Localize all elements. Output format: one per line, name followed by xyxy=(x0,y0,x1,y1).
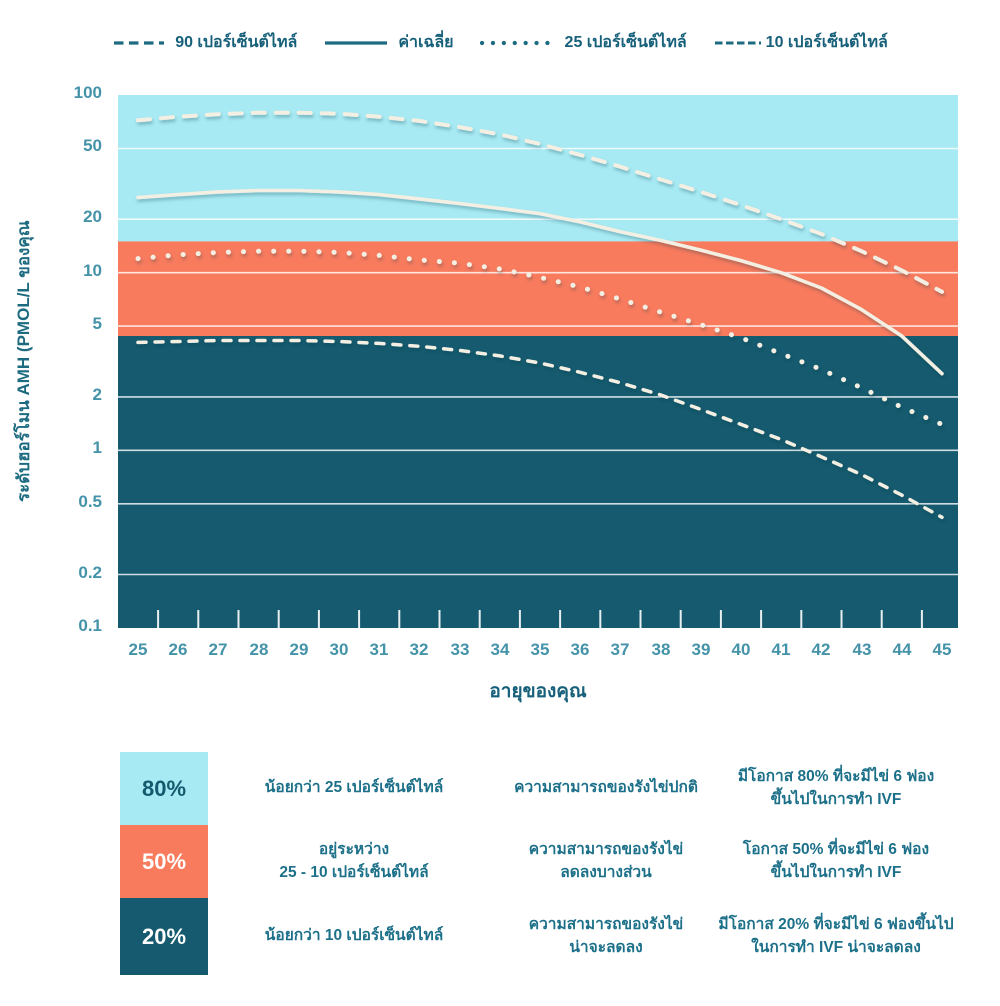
percentile-info-table: 80% น้อยกว่า 25 เปอร์เซ็นต์ไทล์ ความสามารถ… xyxy=(120,752,960,975)
chart-legend: 90 เปอร์เซ็นต์ไทล์ ค่าเฉลี่ย 25 เปอร์เซ็นต… xyxy=(0,30,1000,55)
table-cell-range: น้อยกว่า 25 เปอร์เซ็นต์ไทล์ xyxy=(264,779,444,797)
x-tick-label: 41 xyxy=(771,640,791,659)
x-tick-label: 39 xyxy=(691,640,711,659)
x-tick-label: 32 xyxy=(409,640,429,659)
y-tick-label: 1 xyxy=(92,438,102,457)
x-tick-label: 42 xyxy=(811,640,831,659)
table-cell-range: อยู่ระหว่าง 25 - 10 เปอร์เซ็นต์ไทล์ xyxy=(279,841,429,881)
band-between-25th-and-10th xyxy=(118,241,958,336)
x-tick-label: 31 xyxy=(369,640,389,659)
x-tick-label: 25 xyxy=(128,640,148,659)
percent-box: 20% xyxy=(120,898,208,975)
table-cell-ivf: โอกาส 50% ที่จะมีไข่ 6 ฟอง ขึ้นไปในการทำ… xyxy=(742,841,930,881)
percent-box: 50% xyxy=(120,825,208,898)
table-cell-range: น้อยกว่า 10 เปอร์เซ็นต์ไทล์ xyxy=(264,927,444,945)
table-cell-status: ความสามารถของรังไข่ปกติ xyxy=(514,779,698,797)
x-tick-label: 40 xyxy=(731,640,751,659)
y-tick-label: 20 xyxy=(83,207,102,226)
y-tick-label: 100 xyxy=(73,83,102,102)
y-tick-label: 0.1 xyxy=(78,616,102,635)
band-above-25th-percentile xyxy=(118,95,958,242)
legend-marker-dash-long-icon xyxy=(114,40,165,45)
x-tick-label: 33 xyxy=(450,640,470,659)
x-tick-label: 35 xyxy=(530,640,550,659)
y-tick-label: 5 xyxy=(92,314,102,333)
x-tick-label: 29 xyxy=(289,640,309,659)
legend-marker-dotted-icon xyxy=(479,40,556,45)
y-tick-label: 2 xyxy=(92,385,102,404)
legend-marker-dash-short-icon xyxy=(714,41,761,44)
curve-dash-long xyxy=(136,110,944,294)
percent-box: 80% xyxy=(120,752,208,825)
legend-item-dotted: 25 เปอร์เซ็นต์ไทล์ xyxy=(479,30,687,55)
legend-item-dash-short: 10 เปอร์เซ็นต์ไทล์ xyxy=(713,30,888,55)
y-tick-label: 0.5 xyxy=(78,492,102,511)
table-cell-status: ความสามารถของรังไข่ ลดลงบางส่วน xyxy=(528,841,684,881)
table-row: 50% อยู่ระหว่าง 25 - 10 เปอร์เซ็นต์ไทล์ คว… xyxy=(120,825,960,898)
table-row: 20% น้อยกว่า 10 เปอร์เซ็นต์ไทล์ ความสามารถ… xyxy=(120,898,960,975)
x-tick-label: 44 xyxy=(892,640,912,659)
legend-label: ค่าเฉลี่ย xyxy=(398,34,454,51)
x-tick-label: 30 xyxy=(329,640,349,659)
x-tick-label: 43 xyxy=(852,640,872,659)
curve-dotted xyxy=(135,248,945,427)
table-cell-status: ความสามารถของรังไข่ น่าจะลดลง xyxy=(528,916,684,956)
x-tick-label: 26 xyxy=(168,640,188,659)
legend-label: 90 เปอร์เซ็นต์ไทล์ xyxy=(175,34,298,51)
y-tick-label: 10 xyxy=(83,261,102,280)
legend-item-solid: ค่าเฉลี่ย xyxy=(323,30,454,55)
table-row: 80% น้อยกว่า 25 เปอร์เซ็นต์ไทล์ ความสามารถ… xyxy=(120,752,960,825)
table-cell-ivf: มีโอกาส 20% ที่จะมีไข่ 6 ฟองขึ้นไป ในการ… xyxy=(718,916,954,956)
x-tick-label: 36 xyxy=(570,640,590,659)
curve-solid xyxy=(136,188,944,376)
legend-marker-solid-icon xyxy=(325,40,388,45)
x-tick-label: 45 xyxy=(932,640,952,659)
y-tick-label: 0.2 xyxy=(78,563,102,582)
x-tick-label: 34 xyxy=(490,640,510,659)
amh-line-chart xyxy=(118,95,958,628)
legend-label: 10 เปอร์เซ็นต์ไทล์ xyxy=(765,34,888,51)
table-cell-ivf: มีโอกาส 80% ที่จะมีไข่ 6 ฟอง ขึ้นไปในการ… xyxy=(737,768,935,808)
x-axis-title: อายุของคุณ xyxy=(489,681,587,702)
curves-group xyxy=(135,110,945,520)
x-tick-label: 38 xyxy=(651,640,671,659)
legend-item-dash-long: 90 เปอร์เซ็นต์ไทล์ xyxy=(112,30,297,55)
band-below-10th-percentile xyxy=(118,336,958,628)
curve-dash-short xyxy=(136,338,944,520)
x-tick-label: 27 xyxy=(208,640,228,659)
x-tick-label: 37 xyxy=(610,640,630,659)
y-axis-title: ระดับฮอร์โมน AMH (PMOL/L ของคุณ xyxy=(14,220,33,503)
y-tick-label: 50 xyxy=(83,136,102,155)
legend-label: 25 เปอร์เซ็นต์ไทล์ xyxy=(564,34,687,51)
x-tick-label: 28 xyxy=(249,640,269,659)
